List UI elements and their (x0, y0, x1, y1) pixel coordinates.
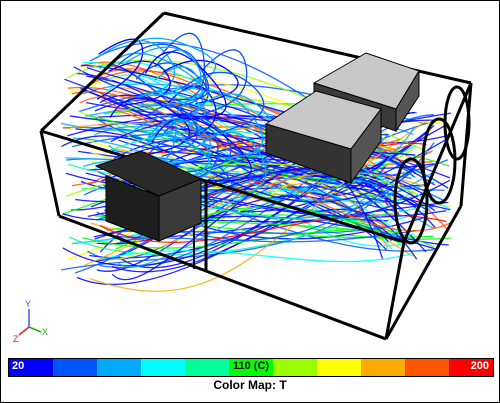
x-axis-arrow (28, 326, 42, 333)
streamline-loop (194, 93, 278, 159)
streamline (86, 75, 446, 144)
streamline (91, 68, 399, 160)
colorbar-segment (449, 359, 493, 376)
fan-openings (393, 85, 471, 245)
streamline-loop (109, 97, 191, 158)
streamline (89, 119, 429, 292)
streamline (79, 86, 435, 170)
z-axis-arrow (18, 326, 30, 336)
streamline-loop (107, 52, 204, 106)
x-axis-label: X (42, 327, 48, 337)
streamline-loop (181, 71, 265, 133)
colorbar-segment (273, 359, 317, 376)
enclosure-flow-scene: Y X Z (13, 11, 473, 344)
streamline-loop (151, 117, 252, 182)
colorbar-segment (185, 359, 229, 376)
streamline (99, 94, 390, 181)
z-axis-label: Z (13, 334, 19, 344)
axis-triad: Y X Z (13, 299, 48, 344)
fan-ring-2 (421, 117, 457, 205)
streamline (111, 208, 418, 273)
colorbar-segment (141, 359, 185, 376)
streamline (69, 115, 427, 253)
streamline-loop (201, 49, 248, 115)
colorbar-segment (97, 359, 141, 376)
streamline (71, 91, 451, 232)
colorbar-max-label: 200 (470, 360, 489, 372)
streamline-loop (96, 39, 176, 100)
colorbar-segment (9, 359, 53, 376)
streamline-loop (96, 38, 144, 100)
streamline (61, 135, 418, 203)
heat-sink-block-2 (264, 90, 382, 185)
streamline (82, 229, 383, 249)
y-axis-label: Y (25, 299, 31, 309)
colorbar-min-label: 20 (12, 360, 25, 372)
3d-viewport[interactable]: Y X Z (1, 1, 499, 351)
streamline-loop (149, 119, 212, 165)
streamline (95, 117, 393, 242)
color-legend-bar: 20 110 (C) 200 (8, 358, 494, 377)
colorbar-segment (53, 359, 97, 376)
fan-ring-3 (443, 85, 471, 161)
streamline-loop (144, 51, 227, 118)
streamline-loop (127, 91, 206, 138)
colorbar-segment (405, 359, 449, 376)
colorbar-segment (317, 359, 361, 376)
colormap-caption: Color Map: T (213, 378, 287, 392)
fan-ring-1 (393, 157, 429, 245)
streamline (79, 94, 418, 153)
streamline-loop (160, 32, 206, 101)
streamline-loop (148, 104, 199, 157)
streamline (83, 171, 428, 267)
streamline-loop (144, 139, 234, 203)
streamline-loop (122, 37, 217, 97)
colorbar-mid-label: 110 (C) (233, 360, 270, 372)
colorbar-segment (229, 359, 273, 376)
streamline-loop (194, 131, 267, 201)
streamline (86, 66, 384, 259)
colorbar-segment (361, 359, 405, 376)
streamline-loop (125, 46, 202, 97)
heat-sink-block-3 (94, 150, 203, 242)
